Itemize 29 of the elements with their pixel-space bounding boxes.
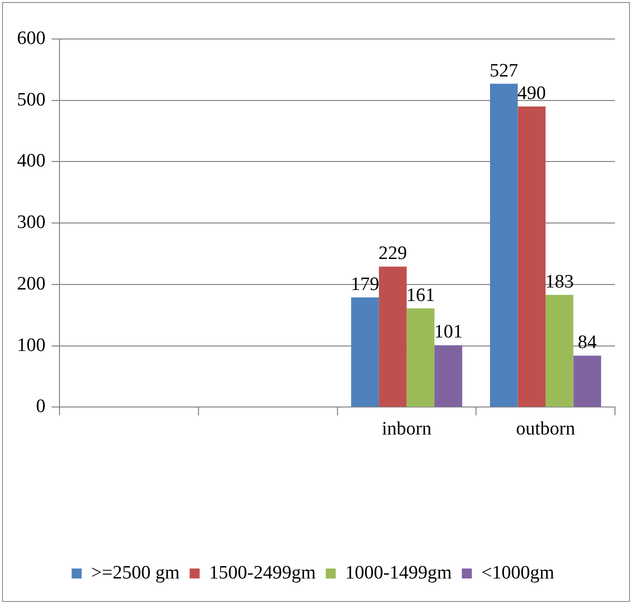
legend-label: 1000-1499gm	[345, 562, 452, 584]
legend-label: >=2500 gm	[91, 562, 180, 584]
bar	[434, 345, 462, 407]
data-label: 490	[517, 82, 546, 104]
legend-label: <1000gm	[481, 562, 555, 584]
bar	[573, 356, 602, 407]
x-tick-label: outborn	[516, 418, 576, 440]
y-tick-label: 300	[17, 212, 46, 234]
data-label: 101	[434, 322, 463, 343]
legend-label: 1500-2499gm	[209, 562, 316, 584]
bar	[406, 308, 434, 407]
bar	[378, 266, 407, 407]
bar	[351, 297, 379, 407]
y-tick-label: 400	[17, 150, 46, 172]
data-label: 84	[578, 332, 598, 354]
data-label: 161	[406, 284, 435, 306]
y-tick-label: 0	[36, 396, 46, 418]
data-label: 183	[545, 271, 574, 292]
x-tick-label: inborn	[382, 418, 432, 440]
data-label: 229	[378, 243, 408, 264]
y-tick-label: 100	[17, 334, 46, 356]
y-tick-label: 500	[17, 89, 46, 110]
data-label: 179	[350, 274, 380, 295]
y-tick-label: 600	[17, 28, 46, 49]
data-label: 527	[490, 60, 518, 82]
bar	[546, 294, 574, 407]
y-tick-label: 200	[17, 273, 46, 294]
bar	[518, 106, 546, 407]
bar	[490, 84, 518, 407]
